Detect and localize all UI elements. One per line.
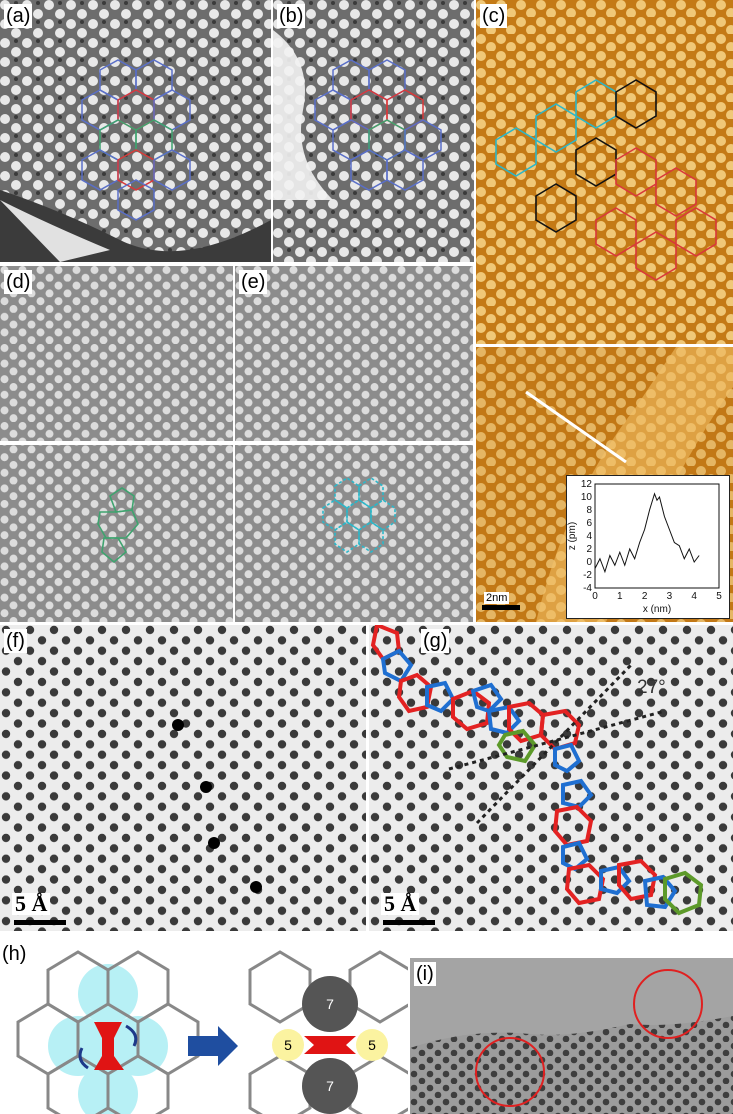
- panel-i-image: [410, 958, 733, 1114]
- y-tick-label: -4: [583, 583, 592, 594]
- panel-c-label: (c): [480, 4, 508, 28]
- panel-e-label: (e): [239, 270, 268, 294]
- y-tick-label: 8: [586, 505, 592, 516]
- panel-a-label: (a): [4, 4, 33, 28]
- y-tick-label: 0: [586, 557, 592, 568]
- panel-d-label: (d): [4, 270, 33, 294]
- highlight-circle-1: [475, 1037, 545, 1107]
- panel-g-scale-bar: [383, 920, 435, 925]
- profile-line: [525, 390, 627, 464]
- y-tick-label: 6: [586, 518, 592, 529]
- ring-label-5-left: 5: [284, 1037, 292, 1053]
- panel-f-image: [0, 625, 366, 931]
- panel-a: (a): [0, 0, 271, 262]
- angle-label: 27°: [637, 677, 666, 698]
- plot-frame: [594, 483, 720, 589]
- y-tick-label: 12: [581, 479, 593, 490]
- panel-b-image: [273, 0, 474, 262]
- panel-d: (d): [0, 266, 233, 622]
- panel-g-image: [369, 625, 733, 931]
- panel-g-scale-label: 5 Å: [381, 893, 420, 915]
- grain-boundary-outline: [370, 625, 704, 916]
- stm-scale-bar: [482, 605, 520, 610]
- schematic-before: [16, 950, 200, 1114]
- panel-c-image: [476, 0, 733, 344]
- panel-e-image: [235, 266, 473, 622]
- panel-g: (g) 27° 5 Å: [369, 625, 733, 931]
- ring-label-5-right: 5: [368, 1037, 376, 1053]
- y-tick-label: -2: [583, 570, 592, 581]
- angle-line-2: [448, 709, 666, 771]
- panel-b-label: (b): [277, 4, 306, 28]
- defect-outline: [81, 59, 191, 221]
- x-tick-label: 4: [691, 591, 697, 602]
- panel-f-scale-label: 5 Å: [12, 893, 51, 915]
- panel-f-scale-bar: [14, 920, 66, 925]
- panel-b: (b): [273, 0, 474, 262]
- panel-i: (i): [410, 958, 733, 1114]
- panel-e: (e): [235, 266, 473, 622]
- defect-outline: [322, 477, 396, 553]
- panel-c: (c): [476, 0, 733, 344]
- stm-scale-label: 2nm: [484, 592, 510, 604]
- x-tick-label: 2: [642, 591, 648, 602]
- defect-outline: [314, 59, 442, 191]
- panel-g-label: (g): [421, 629, 450, 653]
- panel-d-image: [0, 266, 233, 622]
- y-axis-label: z (pm): [567, 522, 578, 550]
- ring-label-7-bottom: 7: [326, 1078, 334, 1094]
- panel-h: 5 7 7 5 (h): [0, 934, 408, 1114]
- stone-wales-schematic: 5 7 7 5: [16, 950, 408, 1114]
- panel-f-label: (f): [4, 629, 27, 653]
- profile-series-line: [594, 492, 700, 574]
- panel-f: (f) 5 Å: [0, 625, 366, 931]
- panel-i-label: (i): [414, 962, 436, 986]
- highlight-circle-2: [633, 969, 703, 1039]
- y-tick-label: 4: [586, 531, 592, 542]
- y-tick-label: 10: [581, 492, 593, 503]
- stm-defect-outline: [495, 79, 717, 281]
- x-tick-label: 5: [716, 591, 722, 602]
- height-profile-inset: 12 10 8 6 4 2 0 -2 -4 0 1 2 3 4 5 x (nm) z (pm): [566, 475, 730, 619]
- x-tick-label: 0: [592, 591, 598, 602]
- y-tick-label: 2: [586, 544, 592, 555]
- x-tick-label: 3: [667, 591, 673, 602]
- panel-h-label: (h): [0, 942, 29, 966]
- panel-a-image: [0, 0, 271, 262]
- defect-outline: [97, 487, 139, 564]
- transform-arrow-icon: [188, 1026, 238, 1066]
- ring-label-7-top: 7: [326, 996, 334, 1012]
- x-axis-label: x (nm): [643, 604, 671, 615]
- x-tick-label: 1: [617, 591, 623, 602]
- schematic-after: 5 7 7 5: [248, 950, 408, 1114]
- panel-stm-boundary: 2nm 12 10 8 6 4 2 0 -2 -4 0 1 2 3 4 5 x (nm) z (pm): [476, 347, 733, 622]
